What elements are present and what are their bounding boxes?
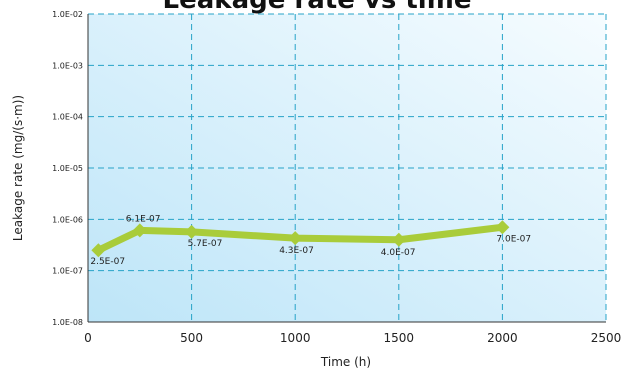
x-tick-label: 1000	[280, 331, 311, 345]
chart-title: Leakage rate vs time	[163, 0, 472, 15]
data-point-marker	[132, 223, 147, 238]
data-point-marker	[391, 232, 406, 247]
y-tick-label: 1.0E-08	[52, 318, 83, 327]
x-tick-label: 2000	[487, 331, 518, 345]
y-tick-label: 1.0E-07	[52, 267, 83, 276]
data-point-marker	[91, 243, 106, 258]
data-point-marker	[288, 231, 303, 246]
x-tick-label: 2500	[591, 331, 622, 345]
series-line	[94, 223, 506, 254]
x-tick-label: 500	[180, 331, 203, 345]
x-tick-labels: 0 500 1000 1500 2000 2500	[84, 331, 621, 345]
data-series: 2.5E-07 6.1E-07 5.7E-07 4.3E-07 4.0E-07 7.0E-…	[90, 214, 531, 267]
data-label: 2.5E-07	[90, 257, 125, 267]
y-axis-label: Leakage rate (mg/(s·m))	[11, 95, 25, 241]
data-label: 7.0E-07	[496, 234, 531, 244]
y-tick-label: 1.0E-05	[52, 164, 83, 173]
data-label: 6.1E-07	[126, 214, 161, 224]
y-tick-label: 1.0E-04	[52, 113, 83, 122]
x-axis-label: Time (h)	[320, 355, 371, 369]
data-label: 4.0E-07	[381, 248, 416, 258]
data-point-marker	[495, 220, 510, 235]
y-tick-label: 1.0E-06	[52, 215, 83, 224]
data-point-marker	[184, 224, 199, 239]
grid	[88, 13, 607, 322]
axes	[87, 14, 606, 323]
y-tick-label: 1.0E-02	[52, 10, 83, 19]
data-label: 5.7E-07	[188, 239, 223, 249]
y-tick-label: 1.0E-03	[52, 61, 83, 70]
x-tick-label: 0	[84, 331, 92, 345]
y-tick-labels: 1.0E-08 1.0E-07 1.0E-06 1.0E-05 1.0E-04 1.0E-…	[52, 10, 83, 327]
data-label: 4.3E-07	[279, 246, 314, 256]
x-tick-label: 1500	[384, 331, 415, 345]
